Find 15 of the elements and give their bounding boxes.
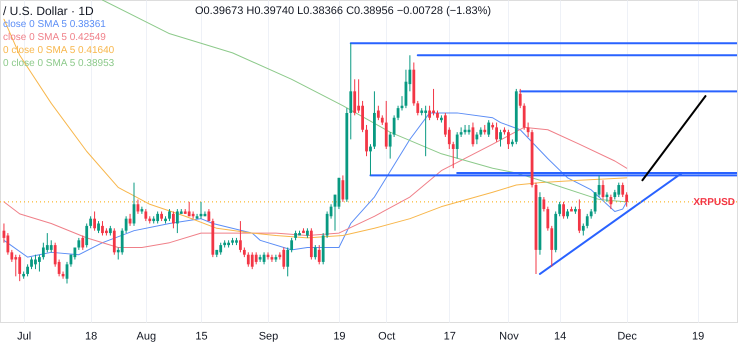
x-tick-label: 15 [195, 330, 208, 342]
x-tick-label: 19 [692, 330, 704, 342]
x-tick-label: 19 [333, 330, 346, 342]
x-tick-label: 14 [554, 330, 566, 342]
annotation: XRPUSD [693, 196, 735, 208]
x-tick-label: Oct [378, 330, 396, 342]
x-tick-label: Jul [17, 330, 32, 342]
chart-title: / U.S. Dollar · 1D [3, 4, 94, 18]
x-tick-label: 17 [444, 330, 456, 342]
text: O0.39673 H0.39740 L0.38366 C0.38956 −0.00728 (−1.83%) [195, 5, 492, 17]
x-tick-label: 18 [85, 330, 98, 342]
x-tick-label: Dec [617, 330, 638, 342]
x-tick-label: Aug [136, 330, 156, 342]
x-tick-label: Nov [499, 330, 520, 342]
x-tick-label: Sep [258, 330, 278, 342]
